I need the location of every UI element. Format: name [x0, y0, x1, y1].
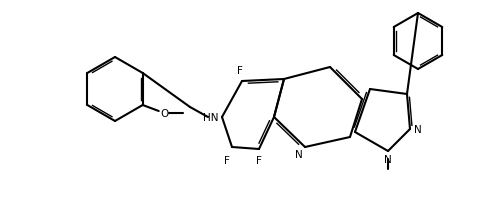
Text: N: N [295, 149, 303, 159]
Text: N: N [384, 154, 392, 164]
Text: F: F [224, 155, 230, 165]
Text: N: N [414, 124, 422, 134]
Text: HN: HN [202, 112, 218, 122]
Text: F: F [256, 155, 262, 165]
Text: F: F [237, 66, 243, 76]
Text: O: O [161, 109, 169, 118]
